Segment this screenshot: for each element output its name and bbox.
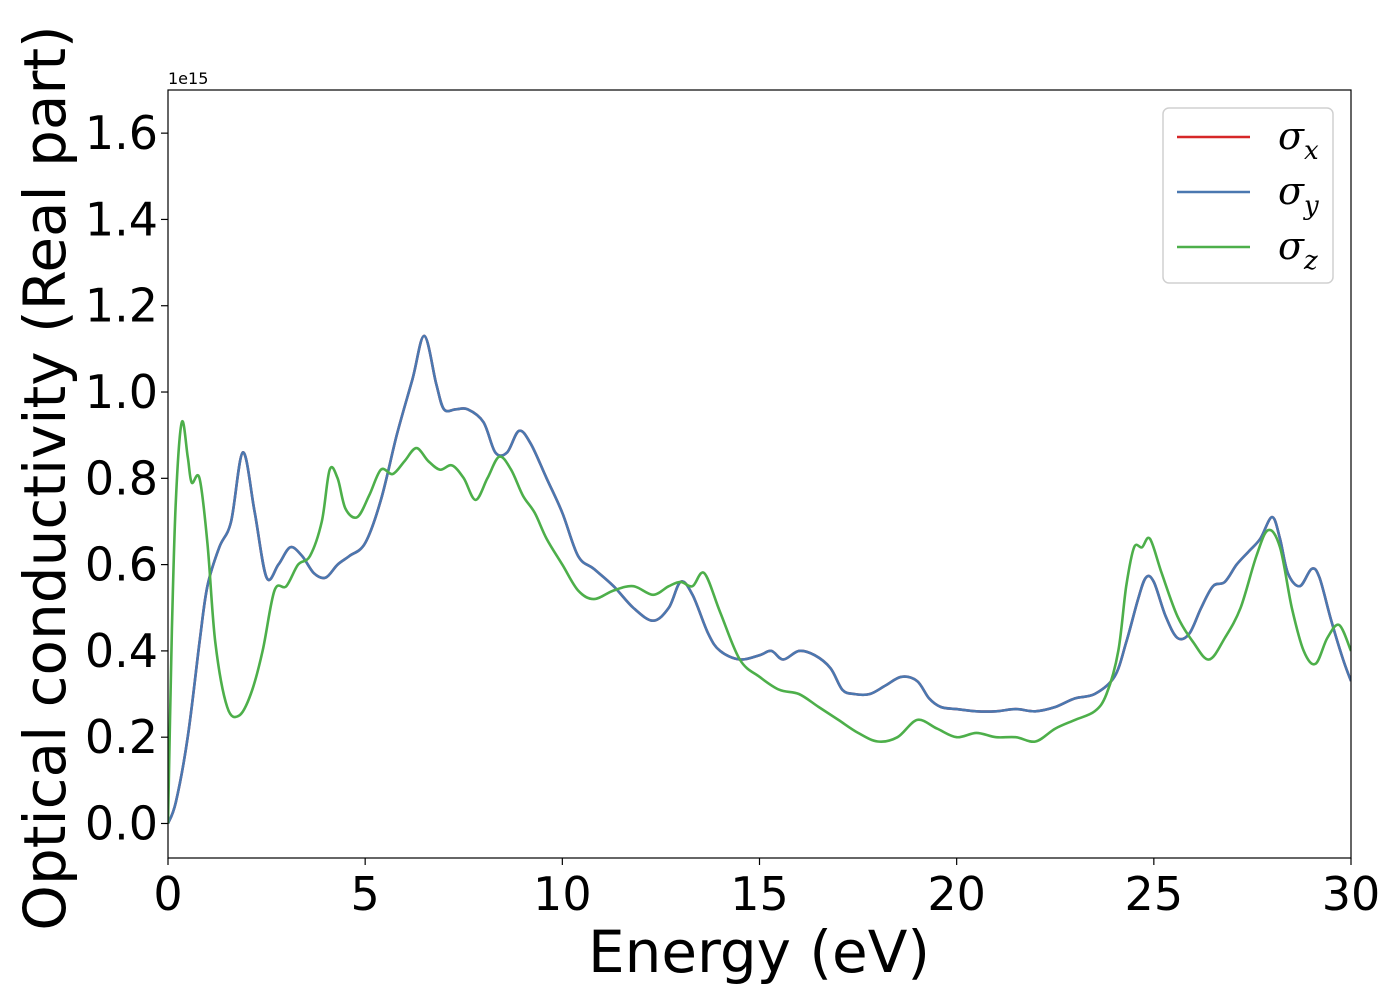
- x-tick-label: 0: [153, 867, 182, 921]
- y-tick-label: 1.0: [85, 365, 158, 419]
- x-tick-label: 5: [351, 867, 380, 921]
- y-offset-label: 1e15: [168, 69, 208, 88]
- y-tick-label: 0.8: [85, 451, 158, 505]
- x-tick-label: 25: [1125, 867, 1184, 921]
- y-tick-label: 1.4: [85, 192, 158, 246]
- x-axis-ticks: 0 5 10 15 20 25 30: [153, 858, 1380, 921]
- series-line-sigma-y: [168, 334, 1351, 824]
- x-axis-label: Energy (eV): [588, 918, 930, 986]
- y-tick-label: 0.6: [85, 538, 158, 592]
- y-axis-label: Optical conductivity (Real part): [11, 25, 79, 930]
- x-tick-label: 30: [1322, 867, 1381, 921]
- y-tick-label: 1.6: [85, 106, 158, 160]
- y-tick-label: 1.2: [85, 279, 158, 333]
- y-tick-label: 0.0: [85, 796, 158, 850]
- plot-background: [168, 90, 1351, 858]
- series-line-sigma-z: [168, 419, 1351, 824]
- y-axis-ticks: 0.0 0.2 0.4 0.6 0.8 1.0 1.2 1.4 1.6: [85, 106, 168, 850]
- legend-frame: [1162, 107, 1334, 284]
- y-tick-label: 0.2: [85, 710, 158, 764]
- legend-label-sigma-y: σy: [1278, 169, 1319, 221]
- x-tick-label: 20: [927, 867, 986, 921]
- x-tick-label: 10: [533, 867, 592, 921]
- x-tick-label: 15: [730, 867, 789, 921]
- series-layer: [168, 334, 1351, 824]
- y-tick-label: 0.4: [85, 624, 158, 678]
